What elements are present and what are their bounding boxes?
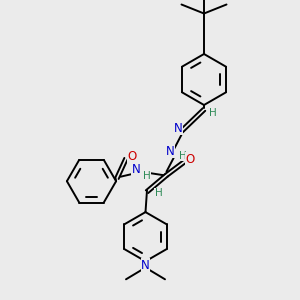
Text: O: O (128, 150, 136, 163)
Text: H: H (142, 171, 150, 181)
Text: H: H (154, 188, 162, 198)
Text: H: H (208, 107, 216, 118)
Text: O: O (186, 153, 195, 166)
Text: N: N (166, 145, 175, 158)
Text: N: N (141, 259, 150, 272)
Text: N: N (131, 163, 140, 176)
Text: H: H (178, 151, 186, 161)
Text: N: N (173, 122, 182, 135)
